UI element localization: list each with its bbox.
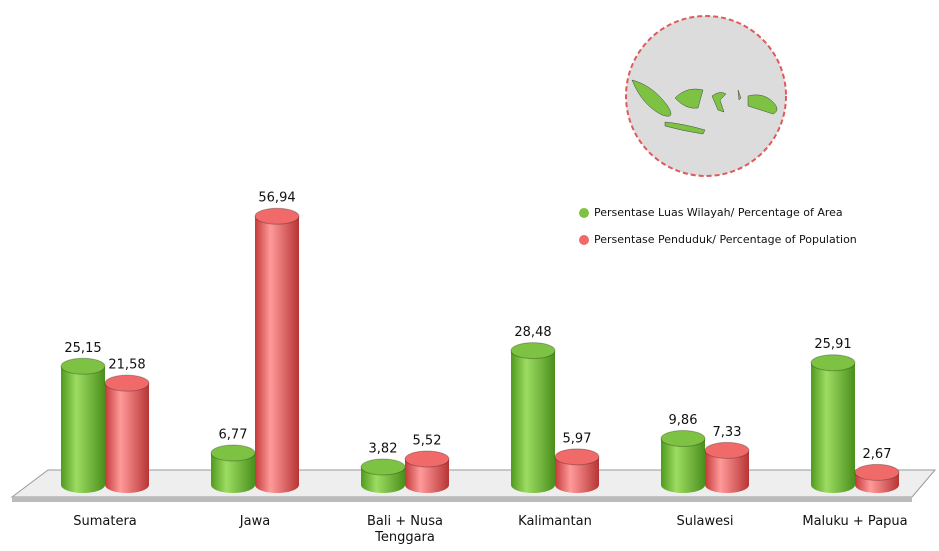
floor: [10, 469, 937, 498]
bar: [104, 374, 150, 493]
data-label: 25,91: [814, 337, 851, 352]
x-tick-label: Kalimantan: [518, 514, 592, 529]
bar-top: [254, 207, 300, 225]
data-label: 9,86: [669, 413, 698, 428]
data-label: 7,33: [713, 425, 742, 440]
bar: [510, 342, 556, 493]
data-label: 25,15: [64, 341, 101, 356]
x-tick-label: Jawa: [239, 514, 271, 529]
bar-body: [61, 366, 105, 485]
legend-swatch: [579, 235, 589, 245]
legend-label: Persentase Luas Wilayah/ Percentage of A…: [594, 206, 843, 219]
bar: [254, 207, 300, 493]
floor-edge: [12, 497, 912, 502]
bar: [60, 357, 106, 493]
data-label: 56,94: [258, 191, 295, 206]
data-label: 5,97: [563, 431, 592, 446]
bar: [704, 441, 750, 493]
bar-body: [811, 362, 855, 485]
bar-body: [105, 383, 149, 485]
legend-swatch: [579, 208, 589, 218]
data-label: 6,77: [219, 428, 248, 443]
bar-top: [404, 450, 450, 468]
bar-top: [704, 441, 750, 459]
data-label: 3,82: [369, 441, 398, 456]
bar-body: [255, 216, 299, 485]
x-tick-label: Bali + Nusa Tenggara: [367, 514, 443, 545]
bar-top: [660, 429, 706, 447]
data-label: 28,48: [514, 325, 551, 340]
bar-top: [360, 458, 406, 476]
x-tick-label: Sumatera: [73, 514, 137, 529]
bar: [810, 354, 856, 493]
legend-label: Persentase Penduduk/ Percentage of Popul…: [594, 233, 857, 246]
bar: [660, 429, 706, 493]
data-label: 21,58: [108, 358, 145, 373]
bar-top: [554, 448, 600, 466]
bar-top: [210, 444, 256, 462]
x-tick-label: Maluku + Papua: [802, 514, 908, 529]
map-icon: [625, 15, 787, 177]
bar: [404, 450, 450, 493]
bar-body: [511, 350, 555, 485]
bar: [554, 448, 600, 493]
data-label: 5,52: [413, 433, 442, 448]
bar: [360, 458, 406, 493]
x-tick-label: Sulawesi: [676, 514, 734, 529]
bar: [210, 444, 256, 493]
bar-top: [510, 342, 556, 360]
bar-top: [854, 463, 900, 481]
bar-top: [60, 357, 106, 375]
bar: [854, 463, 900, 493]
data-label: 2,67: [863, 447, 892, 462]
bar-top: [810, 354, 856, 372]
bar-top: [104, 374, 150, 392]
